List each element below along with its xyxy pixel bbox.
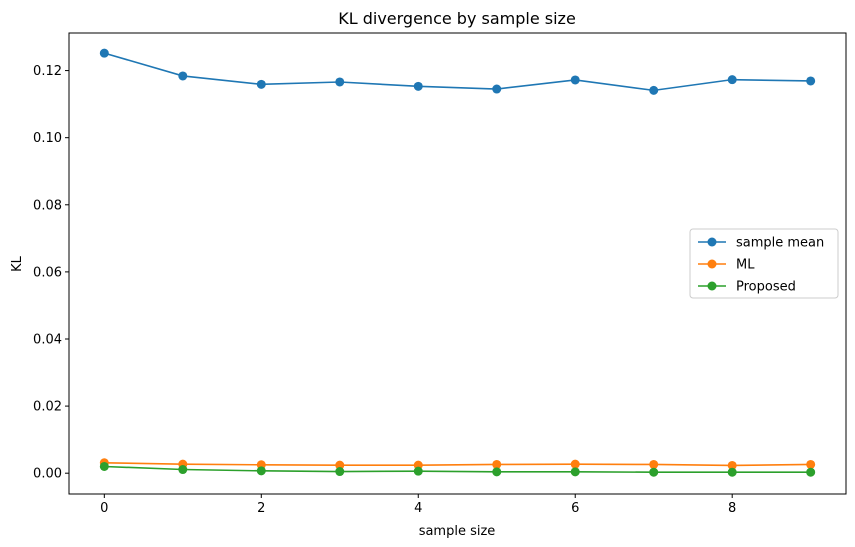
data-point [99, 461, 109, 471]
series-line-0 [104, 52, 811, 92]
y-tick-label: 0.00 [33, 467, 62, 482]
series-line-2 [104, 465, 811, 473]
data-point [99, 48, 109, 58]
legend-label: sample mean [736, 236, 824, 251]
data-point [806, 459, 816, 469]
data-point [492, 84, 502, 94]
series-line-1 [104, 462, 811, 467]
data-point [178, 71, 188, 81]
y-tick-label: 0.04 [33, 332, 62, 347]
data-point [178, 465, 188, 475]
data-point [335, 467, 345, 477]
chart-title: KL divergence by sample size [338, 9, 576, 28]
x-tick-label: 0 [100, 501, 108, 516]
data-point [256, 79, 266, 89]
data-point [413, 466, 423, 476]
data-point [413, 81, 423, 91]
data-point [727, 75, 737, 85]
legend-marker [707, 259, 717, 269]
y-axis-title: KL [10, 255, 25, 272]
x-tick-label: 4 [414, 501, 422, 516]
legend-marker [707, 281, 717, 291]
x-tick-label: 8 [728, 501, 736, 516]
data-point [570, 459, 580, 469]
plot-frame [68, 32, 847, 495]
data-point [727, 467, 737, 477]
data-point [335, 77, 345, 87]
data-point [806, 76, 816, 86]
x-axis-title: sample size [419, 524, 496, 539]
data-point [649, 467, 659, 477]
y-tick-label: 0.10 [33, 131, 62, 146]
data-point [570, 467, 580, 477]
legend-label: Proposed [736, 280, 796, 295]
data-point [256, 466, 266, 476]
x-tick-label: 2 [257, 501, 265, 516]
data-point [492, 459, 502, 469]
data-point [806, 467, 816, 477]
data-point [649, 459, 659, 469]
legend-label: ML [736, 258, 755, 273]
data-point [335, 460, 345, 470]
y-tick-label: 0.02 [33, 400, 62, 415]
data-point [727, 460, 737, 470]
data-point [492, 467, 502, 477]
plot-area [99, 48, 816, 477]
legend-box [689, 228, 839, 299]
y-tick-label: 0.12 [33, 64, 62, 79]
data-point [570, 75, 580, 85]
y-tick-label: 0.06 [33, 265, 62, 280]
axes: 0 2 4 6 8 0.00 0.02 0.04 0.06 0.08 0.10 0.12 [33, 64, 736, 516]
legend: sample mean ML Proposed [689, 228, 839, 299]
legend-marker [707, 237, 717, 247]
data-point [649, 85, 659, 95]
y-tick-label: 0.08 [33, 198, 62, 213]
x-tick-label: 6 [571, 501, 579, 516]
